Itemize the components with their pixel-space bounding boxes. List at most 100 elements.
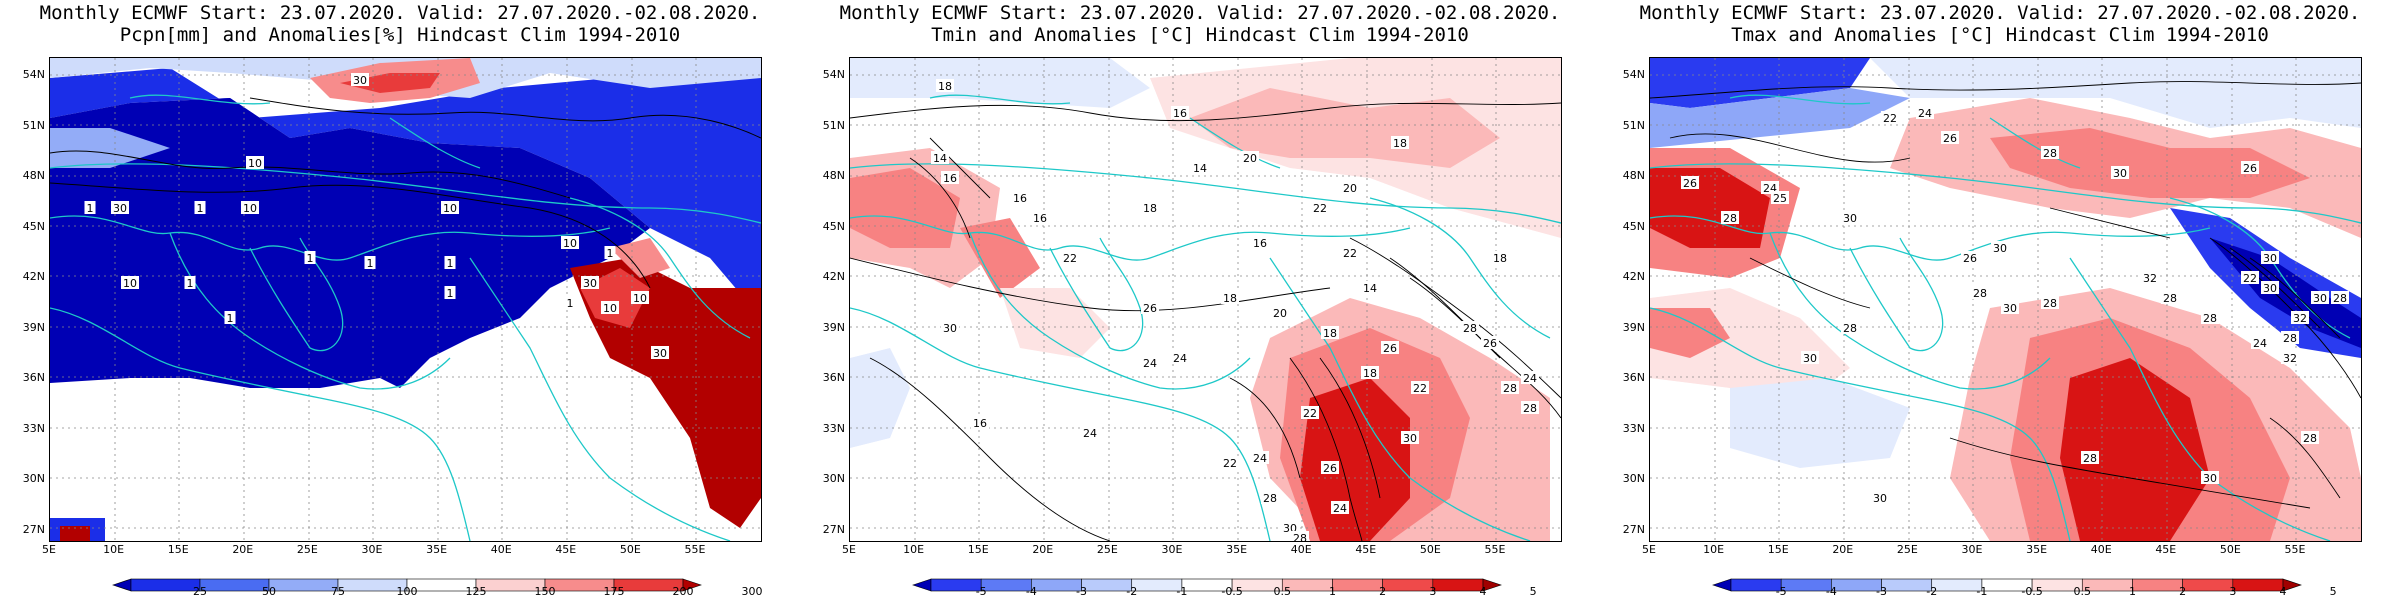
svg-text:1: 1 — [367, 257, 374, 270]
svg-text:18: 18 — [938, 80, 952, 93]
colorbar-min-arrow — [912, 578, 932, 592]
lon-tick-label: 50E — [619, 543, 641, 556]
lat-tick-label: 39N — [1622, 320, 1645, 334]
svg-text:32: 32 — [2283, 352, 2297, 365]
contour-label: 16 — [971, 416, 989, 430]
colorbar-tick-label: 1 — [2128, 585, 2136, 598]
svg-text:18: 18 — [1363, 367, 1377, 380]
panel-title-line1: Monthly ECMWF Start: 23.07.2020. Valid: … — [39, 2, 761, 24]
lat-tick-label: 39N — [822, 320, 845, 334]
svg-text:10: 10 — [123, 277, 137, 290]
svg-text:10: 10 — [243, 202, 257, 215]
panel-title-line1: Monthly ECMWF Start: 23.07.2020. Valid: … — [839, 2, 1561, 24]
anomaly-field — [1650, 58, 2361, 541]
svg-text:22: 22 — [1223, 457, 1237, 470]
lat-tick-label: 42N — [1622, 270, 1645, 283]
contour-label: 28 — [1291, 531, 1309, 541]
contour-label: 26 — [1321, 461, 1339, 475]
contour-label: 22 — [1221, 456, 1239, 470]
svg-text:30: 30 — [1803, 352, 1817, 365]
contour-label: 28 — [2331, 291, 2349, 305]
grid-lines — [850, 58, 1561, 541]
svg-text:30: 30 — [2113, 167, 2127, 180]
contour-label: 28 — [2281, 331, 2299, 345]
colorbar-tick-label: 300 — [741, 585, 763, 598]
contour-label: 30 — [2001, 301, 2019, 315]
lat-tick-label: 27N — [1622, 522, 1645, 536]
colorbar-tick-label: 4 — [2279, 585, 2287, 598]
lat-tick-label: 48N — [1622, 169, 1645, 182]
svg-text:30: 30 — [2203, 472, 2217, 485]
lat-tick-label: 54N — [822, 68, 845, 81]
lat-tick-label: 39N — [22, 320, 45, 334]
panel-tmin: Monthly ECMWF Start: 23.07.2020. Valid: … — [800, 0, 1600, 600]
svg-text:26: 26 — [1943, 132, 1957, 145]
contour-label: 28 — [2041, 146, 2059, 160]
colorbar-tick-label: 2 — [1379, 585, 1387, 598]
svg-text:24: 24 — [1143, 357, 1157, 370]
contour-label: 24 — [1251, 451, 1269, 465]
contour-label: 18 — [1391, 136, 1409, 150]
contour-label: 30 — [651, 346, 669, 360]
lat-tick-label: 45N — [822, 219, 845, 233]
contour-label: 24 — [1081, 426, 1099, 440]
contour-label: 30 — [941, 321, 959, 335]
contour-label: 30 — [2201, 471, 2219, 485]
contour-label: 16 — [941, 171, 959, 185]
contour-label: 16 — [1171, 106, 1189, 120]
svg-text:30: 30 — [353, 74, 367, 87]
contour-label: 26 — [1961, 251, 1979, 265]
colorbar-tick-label: -2 — [1926, 585, 1938, 598]
lon-tick-label: 10E — [1703, 543, 1725, 556]
contour-label: 14 — [1361, 281, 1379, 295]
svg-text:30: 30 — [1843, 212, 1857, 225]
svg-text:1: 1 — [447, 287, 454, 300]
contour-label: 30 — [351, 73, 369, 87]
lon-tick-label: 40E — [1290, 543, 1312, 556]
lon-tick-label: 20E — [232, 543, 254, 556]
contour-label: 30 — [1401, 431, 1419, 445]
colorbar-tick-label: 5 — [1529, 585, 1537, 598]
contour-label: 28 — [2081, 451, 2099, 465]
contour-label: 32 — [2291, 311, 2309, 325]
svg-text:24: 24 — [1918, 107, 1932, 120]
contour-label: 1 — [444, 286, 456, 300]
contour-label: 22 — [1881, 111, 1899, 125]
contour-label: 26 — [1681, 176, 1699, 190]
lat-tick-label: 54N — [22, 68, 45, 81]
lon-tick-label: 55E — [1484, 543, 1506, 556]
contour-label: 1 — [444, 256, 456, 270]
colorbar-tick-label: -2 — [1126, 585, 1138, 598]
colorbar-tick-label: 0.5 — [1273, 585, 1292, 598]
lat-tick-label: 36N — [1622, 371, 1645, 384]
svg-text:10: 10 — [248, 157, 262, 170]
contour-label: 1 — [194, 201, 206, 215]
colorbar-tick-label: 100 — [396, 585, 418, 598]
panel-tmax: Monthly ECMWF Start: 23.07.2020. Valid: … — [1600, 0, 2400, 600]
contour-label: 10 — [631, 291, 649, 305]
colorbar-tick-label: -1 — [1176, 585, 1188, 598]
lon-tick-label: 10E — [103, 543, 125, 556]
anomaly-field — [50, 58, 761, 541]
svg-text:30: 30 — [1873, 492, 1887, 505]
colorbar — [1712, 578, 2302, 592]
lon-tick-label: 25E — [296, 543, 318, 556]
lon-tick-label: 35E — [426, 543, 448, 556]
svg-text:20: 20 — [1343, 182, 1357, 195]
lat-tick-label: 51N — [822, 118, 845, 132]
lat-tick-label: 33N — [1622, 421, 1645, 435]
svg-text:16: 16 — [943, 172, 957, 185]
lon-tick-label: 55E — [684, 543, 706, 556]
contour-label: 30 — [2111, 166, 2129, 180]
contour-label: 28 — [2161, 291, 2179, 305]
colorbar-tick-label: -4 — [1025, 585, 1037, 598]
contour-label: 24 — [1171, 351, 1189, 365]
svg-text:28: 28 — [1973, 287, 1987, 300]
panel-title-line2: Pcpn[mm] and Anomalies[%] Hindcast Clim … — [119, 24, 681, 46]
contour-label: 30 — [1801, 351, 1819, 365]
svg-text:22: 22 — [1313, 202, 1327, 215]
svg-text:28: 28 — [2283, 332, 2297, 345]
colorbar-tick-label: -0.5 — [1221, 585, 1243, 598]
contour-label: 10 — [246, 156, 264, 170]
